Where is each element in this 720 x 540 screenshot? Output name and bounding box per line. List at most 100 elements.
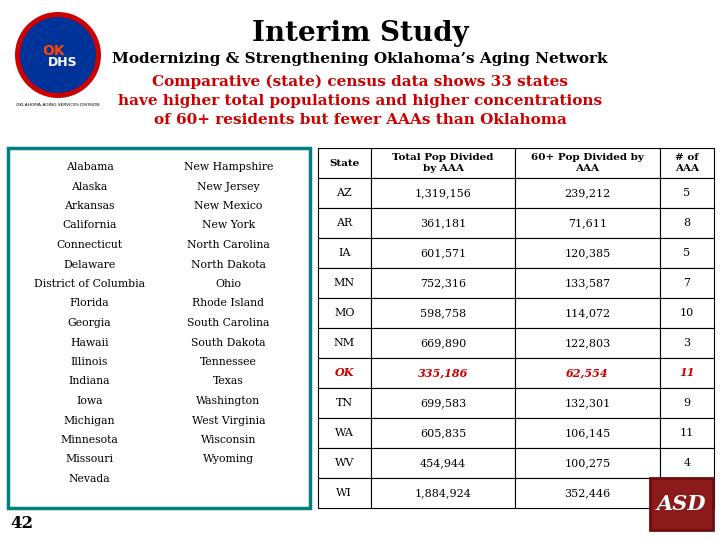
Text: Missouri: Missouri: [66, 455, 114, 464]
Text: 11: 11: [679, 368, 695, 379]
Text: Michigan: Michigan: [64, 415, 115, 426]
Text: 239,212: 239,212: [564, 188, 611, 198]
Text: 106,145: 106,145: [564, 428, 611, 438]
Bar: [660, 388, 714, 418]
Bar: [318, 238, 371, 268]
Text: MO: MO: [334, 308, 354, 318]
Text: Texas: Texas: [213, 376, 244, 387]
Text: 598,758: 598,758: [420, 308, 466, 318]
Bar: [318, 148, 371, 178]
Text: Rhode Island: Rhode Island: [192, 299, 264, 308]
Text: AZ: AZ: [336, 188, 352, 198]
Text: 62,554: 62,554: [566, 368, 609, 379]
Bar: [318, 418, 371, 448]
Bar: [371, 148, 516, 178]
Text: 454,944: 454,944: [420, 458, 466, 468]
Bar: [660, 148, 714, 178]
Bar: [516, 418, 660, 448]
Text: South Carolina: South Carolina: [187, 318, 270, 328]
Text: # of
AAA: # of AAA: [675, 153, 699, 173]
Text: New Mexico: New Mexico: [194, 201, 263, 211]
Text: North Carolina: North Carolina: [187, 240, 270, 250]
Text: AR: AR: [336, 218, 353, 228]
Bar: [660, 208, 714, 238]
Text: TN: TN: [336, 398, 353, 408]
Bar: [516, 448, 660, 478]
Text: Connecticut: Connecticut: [56, 240, 122, 250]
Bar: [516, 478, 660, 508]
Text: 120,385: 120,385: [564, 248, 611, 258]
Text: Modernizing & Strengthening Oklahoma’s Aging Network: Modernizing & Strengthening Oklahoma’s A…: [112, 52, 608, 66]
Bar: [318, 448, 371, 478]
Text: 42: 42: [10, 515, 33, 532]
Bar: [318, 478, 371, 508]
Bar: [660, 448, 714, 478]
Bar: [318, 208, 371, 238]
Bar: [371, 418, 516, 448]
Text: New York: New York: [202, 220, 255, 231]
Bar: [660, 298, 714, 328]
Text: 5: 5: [683, 248, 690, 258]
Bar: [660, 178, 714, 208]
Text: Comparative (state) census data shows 33 states
have higher total populations an: Comparative (state) census data shows 33…: [118, 75, 602, 127]
Text: Arkansas: Arkansas: [64, 201, 114, 211]
Bar: [318, 388, 371, 418]
Text: Georgia: Georgia: [68, 318, 112, 328]
Text: Wyoming: Wyoming: [203, 455, 254, 464]
Bar: [516, 298, 660, 328]
Bar: [516, 178, 660, 208]
Text: 1,884,924: 1,884,924: [415, 488, 472, 498]
Text: Iowa: Iowa: [76, 396, 103, 406]
Text: 361,181: 361,181: [420, 218, 466, 228]
Text: 335,186: 335,186: [418, 368, 468, 379]
Bar: [660, 478, 714, 508]
Text: WI: WI: [336, 488, 352, 498]
Circle shape: [15, 12, 101, 98]
Bar: [318, 298, 371, 328]
Bar: [516, 328, 660, 358]
Bar: [660, 268, 714, 298]
Bar: [371, 328, 516, 358]
Text: Florida: Florida: [70, 299, 109, 308]
Text: Indiana: Indiana: [69, 376, 110, 387]
Bar: [371, 238, 516, 268]
Text: 132,301: 132,301: [564, 398, 611, 408]
Text: 699,583: 699,583: [420, 398, 466, 408]
Text: 752,316: 752,316: [420, 278, 466, 288]
Text: ASD: ASD: [657, 494, 706, 514]
Text: 60+ Pop Divided by
AAA: 60+ Pop Divided by AAA: [531, 153, 644, 173]
Bar: [371, 178, 516, 208]
Text: South Dakota: South Dakota: [192, 338, 266, 348]
Text: North Dakota: North Dakota: [191, 260, 266, 269]
Text: New Hampshire: New Hampshire: [184, 162, 273, 172]
Text: 601,571: 601,571: [420, 248, 466, 258]
Bar: [516, 388, 660, 418]
Text: West Virginia: West Virginia: [192, 415, 265, 426]
Bar: [371, 478, 516, 508]
Bar: [516, 358, 660, 388]
Text: IA: IA: [338, 248, 351, 258]
Text: Alaska: Alaska: [71, 181, 108, 192]
Bar: [8, 148, 310, 508]
Text: OKLAHOMA AGING SERVICES DIVISION: OKLAHOMA AGING SERVICES DIVISION: [16, 103, 100, 107]
Text: 4: 4: [683, 458, 690, 468]
Text: 100,275: 100,275: [564, 458, 611, 468]
Text: 9: 9: [683, 398, 690, 408]
Text: Nevada: Nevada: [68, 474, 110, 484]
Text: 71,611: 71,611: [568, 218, 607, 228]
Bar: [371, 268, 516, 298]
Text: Hawaii: Hawaii: [71, 338, 109, 348]
Text: Ohio: Ohio: [215, 279, 241, 289]
Text: 352,446: 352,446: [564, 488, 611, 498]
Bar: [660, 328, 714, 358]
Bar: [318, 328, 371, 358]
Text: 669,890: 669,890: [420, 338, 466, 348]
Bar: [516, 208, 660, 238]
Text: 8: 8: [683, 218, 690, 228]
Text: NM: NM: [334, 338, 355, 348]
Bar: [371, 298, 516, 328]
Bar: [660, 238, 714, 268]
Text: Interim Study: Interim Study: [251, 20, 469, 47]
Bar: [516, 268, 660, 298]
Text: Tennessee: Tennessee: [200, 357, 257, 367]
